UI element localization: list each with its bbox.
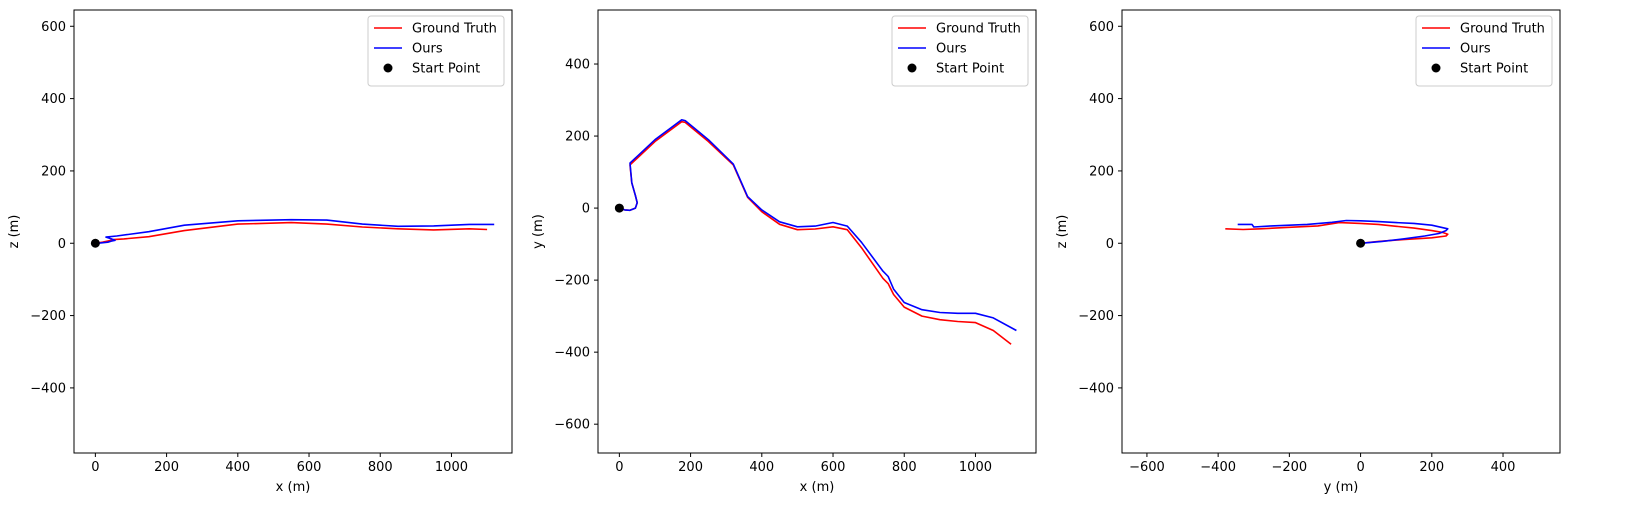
y-tick-label: 0	[582, 202, 590, 217]
legend-label: Ours	[936, 42, 967, 57]
x-tick-label: 400	[225, 460, 250, 475]
x-axis-label: x (m)	[800, 480, 835, 495]
y-axis-label: z (m)	[1055, 215, 1070, 249]
y-tick-label: 200	[41, 164, 66, 179]
plot-frame	[597, 9, 1037, 454]
y-tick-label: 200	[1089, 164, 1114, 179]
series-line-ground-truth	[95, 221, 488, 245]
series-line-ground-truth	[619, 120, 1012, 345]
legend-label: Ground Truth	[412, 22, 497, 37]
y-tick-label: 0	[58, 237, 66, 252]
x-axis-label: x (m)	[276, 480, 311, 495]
x-tick-label: 800	[892, 460, 917, 475]
y-tick-label: −200	[30, 309, 66, 324]
y-tick-label: −600	[554, 418, 590, 433]
x-tick-label: 600	[297, 460, 322, 475]
y-tick-label: 600	[1089, 20, 1114, 35]
x-tick-label: 200	[1419, 460, 1444, 475]
x-tick-label: 200	[678, 460, 703, 475]
legend-swatch-start-point	[383, 63, 393, 73]
x-tick-label: 0	[615, 460, 623, 475]
legend-label: Ours	[412, 42, 443, 57]
y-tick-label: 400	[41, 92, 66, 107]
series-line-ground-truth	[1225, 221, 1449, 245]
x-tick-label: −600	[1129, 460, 1165, 475]
x-tick-label: −400	[1200, 460, 1236, 475]
legend-box	[1415, 15, 1553, 87]
legend-label: Ours	[1460, 42, 1491, 57]
legend-label: Ground Truth	[1460, 22, 1545, 37]
legend: Ground Truth Ours Start Point	[891, 15, 1029, 87]
x-tick-label: 200	[154, 460, 179, 475]
legend-label: Start Point	[936, 62, 1004, 77]
legend-label: Start Point	[412, 62, 480, 77]
x-tick-label: −200	[1272, 460, 1308, 475]
legend: Ground Truth Ours Start Point	[1415, 15, 1553, 87]
start-point-marker	[1356, 238, 1366, 248]
legend-swatch-start-point	[907, 63, 917, 73]
y-tick-label: 600	[41, 20, 66, 35]
legend-label: Ground Truth	[936, 22, 1021, 37]
x-tick-label: 0	[91, 460, 99, 475]
x-tick-label: 1000	[435, 460, 468, 475]
y-tick-label: 400	[565, 58, 590, 73]
start-point-marker	[90, 238, 100, 248]
chart-panel-3: −600 −400 −200 0 200 400 −400 −200 0 200 400 600 y (…	[1055, 9, 1561, 495]
y-tick-label: −400	[1078, 381, 1114, 396]
y-tick-label: −200	[1078, 309, 1114, 324]
x-tick-label: 0	[1356, 460, 1364, 475]
x-tick-label: 400	[1491, 460, 1516, 475]
x-tick-label: 1000	[959, 460, 992, 475]
legend-label: Start Point	[1460, 62, 1528, 77]
y-tick-label: −400	[30, 381, 66, 396]
y-tick-label: 400	[1089, 92, 1114, 107]
start-point-marker	[614, 203, 624, 213]
plot-frame	[73, 9, 513, 454]
y-tick-label: 0	[1106, 237, 1114, 252]
legend: Ground Truth Ours Start Point	[367, 15, 505, 87]
legend-swatch-start-point	[1431, 63, 1441, 73]
chart-panel-1: 0 200 400 600 800 1000 −400 −200 0 200 400 600 x (m)…	[7, 9, 513, 495]
series-line-ours	[1237, 219, 1449, 245]
x-tick-label: 400	[749, 460, 774, 475]
chart-panel-2: 0 200 400 600 800 1000 −600 −400 −200 0 200 400 x (m…	[531, 9, 1037, 495]
y-axis-label: y (m)	[531, 214, 546, 249]
legend-box	[891, 15, 1029, 87]
legend-box	[367, 15, 505, 87]
x-tick-label: 600	[821, 460, 846, 475]
y-tick-label: 200	[565, 130, 590, 145]
series-line-ours	[619, 119, 1017, 332]
plot-frame	[1121, 9, 1561, 454]
y-axis-label: z (m)	[7, 215, 22, 249]
y-tick-label: −200	[554, 274, 590, 289]
series-line-ours	[95, 218, 495, 245]
y-tick-label: −400	[554, 346, 590, 361]
x-axis-label: y (m)	[1324, 480, 1359, 495]
x-tick-label: 800	[368, 460, 393, 475]
